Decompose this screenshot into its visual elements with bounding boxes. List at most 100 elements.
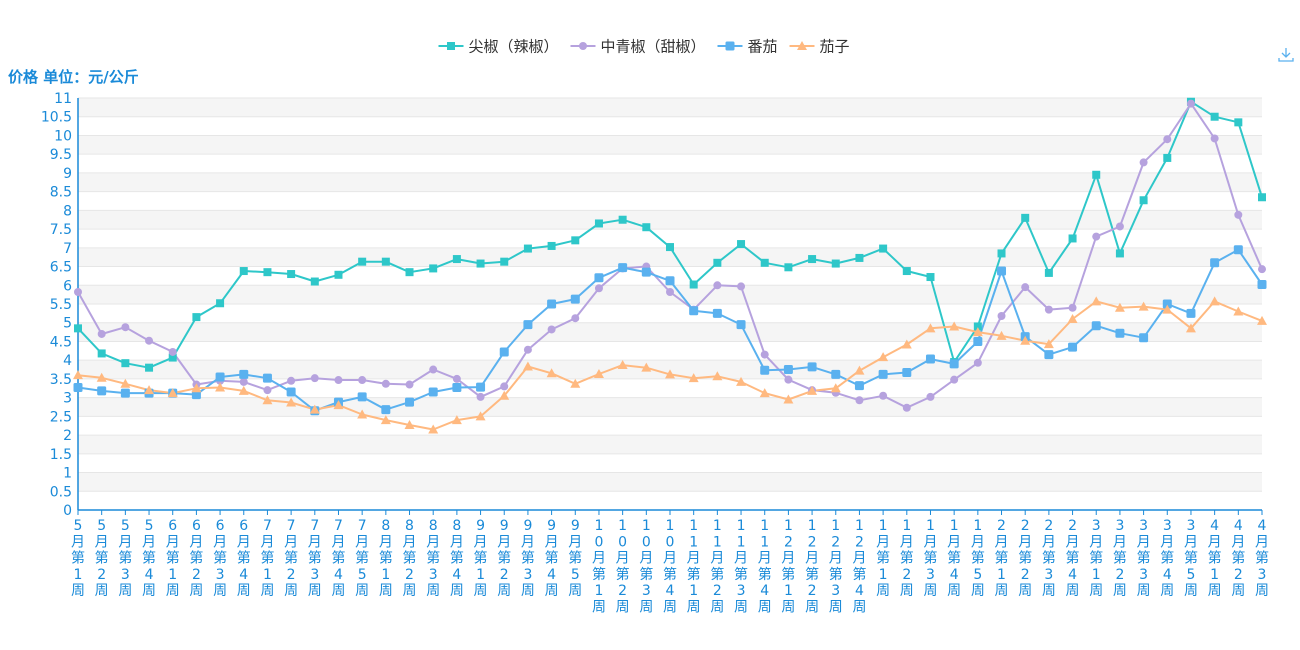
data-point-1 (429, 365, 438, 374)
data-point-0 (547, 241, 556, 250)
x-tick-label: 7 月第 4 周 (331, 518, 345, 599)
data-point-2 (1233, 245, 1243, 255)
data-point-0 (310, 277, 319, 286)
data-point-1 (594, 284, 603, 293)
data-point-2 (1068, 342, 1078, 352)
data-point-2 (712, 308, 722, 318)
data-point-1 (997, 311, 1006, 320)
data-point-1 (263, 386, 272, 395)
data-point-0 (571, 236, 580, 245)
y-tick-label: 0.5 (50, 484, 72, 500)
data-point-0 (808, 255, 817, 264)
data-point-2 (73, 383, 83, 393)
data-point-2 (262, 373, 272, 383)
x-tick-label: 1 1 月第 2 周 (710, 518, 724, 616)
x-tick-label: 1 月第 1 周 (876, 518, 890, 599)
data-point-0 (452, 255, 461, 264)
data-point-2 (428, 387, 438, 397)
data-point-1 (476, 392, 485, 401)
data-point-0 (97, 349, 106, 358)
x-tick-label: 6 月第 2 周 (189, 518, 203, 599)
data-point-1 (713, 281, 722, 290)
data-point-1 (523, 345, 532, 354)
y-tick-label: 1 (63, 466, 72, 482)
data-point-1 (784, 375, 793, 384)
data-point-3 (688, 373, 699, 383)
data-point-3 (380, 415, 391, 425)
data-point-1 (1234, 210, 1243, 219)
data-point-3 (167, 388, 178, 398)
data-point-1 (879, 391, 888, 400)
x-tick-label: 2 月第 4 周 (1066, 518, 1080, 599)
data-point-0 (192, 313, 201, 322)
x-tick-label: 9 月第 5 周 (568, 518, 582, 599)
data-point-1 (287, 376, 296, 385)
y-tick-label: 7 (63, 241, 72, 257)
grid-band (78, 322, 1262, 342)
data-point-2 (831, 369, 841, 379)
data-point-2 (665, 276, 675, 286)
data-point-2 (594, 273, 604, 283)
data-point-2 (547, 299, 557, 309)
data-point-0 (1163, 153, 1172, 162)
x-tick-label: 1 1 月第 4 周 (758, 518, 772, 616)
y-tick-label: 6.5 (50, 260, 72, 276)
x-tick-label: 1 2 月第 1 周 (781, 518, 795, 616)
data-point-2 (120, 388, 130, 398)
data-point-3 (1185, 323, 1196, 333)
x-tick-label: 8 月第 2 周 (403, 518, 417, 599)
data-point-0 (689, 280, 698, 289)
data-point-3 (641, 362, 652, 372)
y-tick-label: 9 (63, 166, 72, 182)
x-tick-label: 3 月第 2 周 (1113, 518, 1127, 599)
x-tick-label: 7 月第 3 周 (308, 518, 322, 599)
x-tick-label: 4 月第 1 周 (1208, 518, 1222, 599)
data-point-0 (239, 267, 248, 276)
data-point-2 (1162, 299, 1172, 309)
data-point-2 (523, 320, 533, 330)
data-point-3 (830, 383, 841, 393)
x-tick-label: 5 月第 4 周 (142, 518, 156, 599)
data-point-1 (1186, 99, 1195, 108)
data-point-2 (191, 390, 201, 400)
data-point-0 (1139, 196, 1148, 205)
data-point-0 (784, 263, 793, 272)
data-point-2 (807, 362, 817, 372)
data-point-0 (263, 268, 272, 277)
y-tick-label: 11 (54, 91, 72, 107)
data-point-3 (807, 385, 818, 395)
data-point-0 (855, 253, 864, 262)
data-point-3 (570, 378, 581, 388)
data-point-1 (1210, 134, 1219, 143)
x-tick-label: 3 月第 5 周 (1184, 518, 1198, 599)
x-tick-label: 7 月第 1 周 (260, 518, 274, 599)
data-point-0 (973, 322, 982, 331)
data-point-3 (1138, 301, 1149, 311)
data-point-0 (287, 270, 296, 279)
data-point-3 (451, 415, 462, 425)
download-icon[interactable] (1277, 46, 1295, 64)
data-point-3 (475, 411, 486, 421)
legend-label: 尖椒（辣椒） (469, 38, 559, 56)
data-point-2 (357, 392, 367, 402)
data-point-1 (760, 350, 769, 359)
data-point-2 (1139, 333, 1149, 343)
data-point-2 (902, 368, 912, 378)
data-point-2 (1091, 321, 1101, 331)
y-tick-label: 1.5 (50, 447, 72, 463)
data-point-2 (452, 383, 462, 393)
data-point-2 (997, 266, 1007, 276)
x-tick-label: 3 月第 1 周 (1089, 518, 1103, 599)
data-point-3 (1020, 335, 1031, 345)
x-tick-label: 8 月第 3 周 (426, 518, 440, 599)
y-tick-label: 10 (54, 128, 72, 144)
data-point-1 (310, 374, 319, 383)
data-point-1 (1068, 303, 1077, 312)
legend-marker (579, 42, 587, 50)
data-point-3 (357, 409, 368, 419)
data-point-1 (855, 396, 864, 405)
data-point-2 (1210, 258, 1220, 268)
legend-label: 中青椒（甜椒） (601, 38, 706, 56)
y-tick-label: 2 (63, 428, 72, 444)
data-point-3 (499, 390, 510, 400)
